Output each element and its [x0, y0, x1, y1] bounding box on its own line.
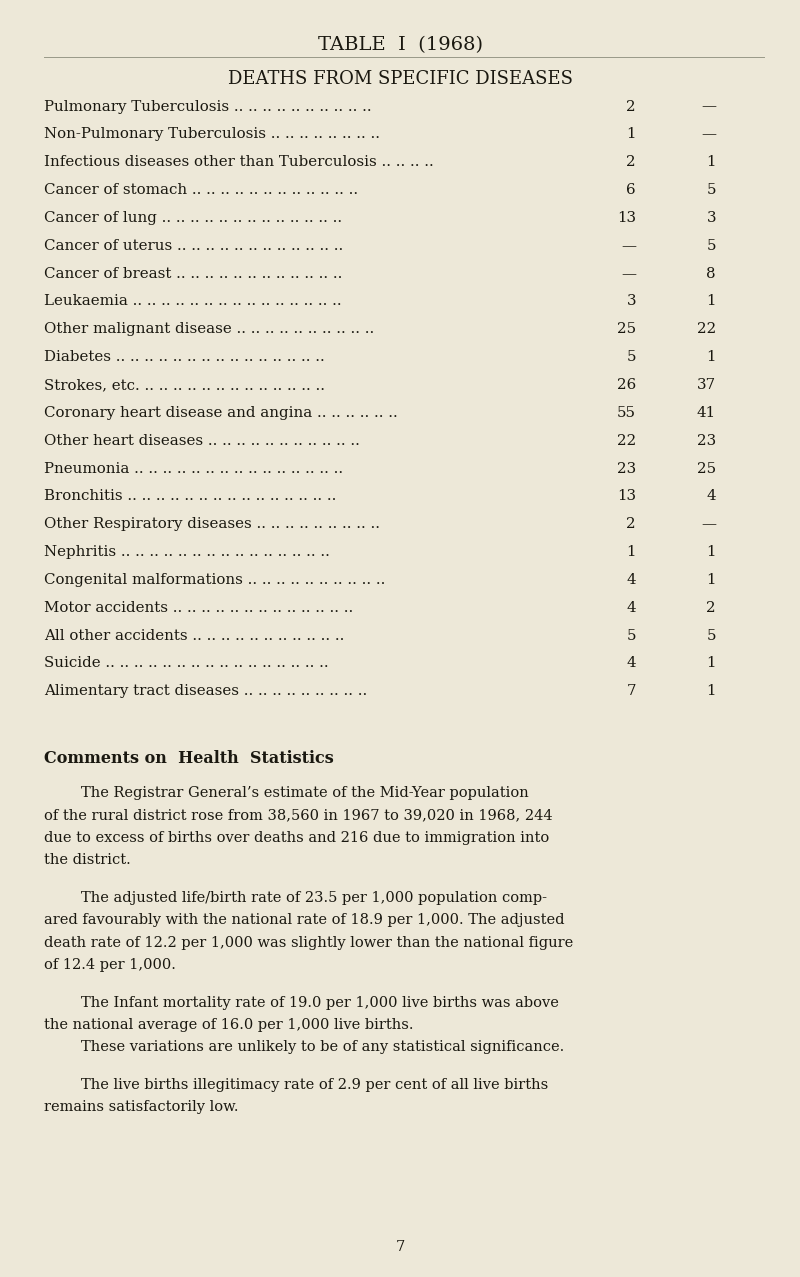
Text: 23: 23 [697, 434, 716, 448]
Text: 25: 25 [697, 461, 716, 475]
Text: Diabetes .. .. .. .. .. .. .. .. .. .. .. .. .. .. ..: Diabetes .. .. .. .. .. .. .. .. .. .. .… [44, 350, 325, 364]
Text: 22: 22 [697, 322, 716, 336]
Text: 22: 22 [617, 434, 636, 448]
Text: The Infant mortality rate of 19.0 per 1,000 live births was above: The Infant mortality rate of 19.0 per 1,… [44, 996, 559, 1010]
Text: Cancer of breast .. .. .. .. .. .. .. .. .. .. .. ..: Cancer of breast .. .. .. .. .. .. .. ..… [44, 267, 342, 281]
Text: 5: 5 [706, 183, 716, 197]
Text: 26: 26 [617, 378, 636, 392]
Text: 1: 1 [706, 656, 716, 670]
Text: DEATHS FROM SPECIFIC DISEASES: DEATHS FROM SPECIFIC DISEASES [227, 70, 573, 88]
Text: Coronary heart disease and angina .. .. .. .. .. ..: Coronary heart disease and angina .. .. … [44, 406, 398, 420]
Text: 41: 41 [697, 406, 716, 420]
Text: 6: 6 [626, 183, 636, 197]
Text: Alimentary tract diseases .. .. .. .. .. .. .. .. ..: Alimentary tract diseases .. .. .. .. ..… [44, 684, 367, 699]
Text: 1: 1 [706, 295, 716, 309]
Text: Bronchitis .. .. .. .. .. .. .. .. .. .. .. .. .. .. ..: Bronchitis .. .. .. .. .. .. .. .. .. ..… [44, 489, 336, 503]
Text: 5: 5 [706, 628, 716, 642]
Text: 7: 7 [626, 684, 636, 699]
Text: Leukaemia .. .. .. .. .. .. .. .. .. .. .. .. .. .. ..: Leukaemia .. .. .. .. .. .. .. .. .. .. … [44, 295, 342, 309]
Text: 7: 7 [395, 1240, 405, 1254]
Text: 2: 2 [626, 517, 636, 531]
Text: These variations are unlikely to be of any statistical significance.: These variations are unlikely to be of a… [44, 1041, 564, 1055]
Text: Strokes, etc. .. .. .. .. .. .. .. .. .. .. .. .. ..: Strokes, etc. .. .. .. .. .. .. .. .. ..… [44, 378, 325, 392]
Text: Suicide .. .. .. .. .. .. .. .. .. .. .. .. .. .. .. ..: Suicide .. .. .. .. .. .. .. .. .. .. ..… [44, 656, 329, 670]
Text: Congenital malformations .. .. .. .. .. .. .. .. .. ..: Congenital malformations .. .. .. .. .. … [44, 573, 386, 587]
Text: TABLE  I  (1968): TABLE I (1968) [318, 36, 482, 54]
Text: 1: 1 [706, 545, 716, 559]
Text: —: — [701, 128, 716, 142]
Text: —: — [621, 267, 636, 281]
Text: Comments on  Health  Statistics: Comments on Health Statistics [44, 751, 334, 767]
Text: due to excess of births over deaths and 216 due to immigration into: due to excess of births over deaths and … [44, 831, 550, 845]
Text: Infectious diseases other than Tuberculosis .. .. .. ..: Infectious diseases other than Tuberculo… [44, 156, 434, 170]
Text: Other Respiratory diseases .. .. .. .. .. .. .. .. ..: Other Respiratory diseases .. .. .. .. .… [44, 517, 380, 531]
Text: 1: 1 [706, 156, 716, 170]
Text: 1: 1 [706, 350, 716, 364]
Text: 4: 4 [626, 600, 636, 614]
Text: 13: 13 [617, 489, 636, 503]
Text: the national average of 16.0 per 1,000 live births.: the national average of 16.0 per 1,000 l… [44, 1018, 414, 1032]
Text: The adjusted life/birth rate of 23.5 per 1,000 population comp-: The adjusted life/birth rate of 23.5 per… [44, 891, 547, 905]
Text: —: — [621, 239, 636, 253]
Text: 25: 25 [617, 322, 636, 336]
Text: 5: 5 [626, 628, 636, 642]
Text: 13: 13 [617, 211, 636, 225]
Text: All other accidents .. .. .. .. .. .. .. .. .. .. ..: All other accidents .. .. .. .. .. .. ..… [44, 628, 344, 642]
Text: Nephritis .. .. .. .. .. .. .. .. .. .. .. .. .. .. ..: Nephritis .. .. .. .. .. .. .. .. .. .. … [44, 545, 330, 559]
Text: 2: 2 [626, 100, 636, 114]
Text: 55: 55 [617, 406, 636, 420]
Text: Cancer of stomach .. .. .. .. .. .. .. .. .. .. .. ..: Cancer of stomach .. .. .. .. .. .. .. .… [44, 183, 358, 197]
Text: 8: 8 [706, 267, 716, 281]
Text: 23: 23 [617, 461, 636, 475]
Text: Pneumonia .. .. .. .. .. .. .. .. .. .. .. .. .. .. ..: Pneumonia .. .. .. .. .. .. .. .. .. .. … [44, 461, 343, 475]
Text: Cancer of lung .. .. .. .. .. .. .. .. .. .. .. .. ..: Cancer of lung .. .. .. .. .. .. .. .. .… [44, 211, 342, 225]
Text: death rate of 12.2 per 1,000 was slightly lower than the national figure: death rate of 12.2 per 1,000 was slightl… [44, 936, 574, 950]
Text: of the rural district rose from 38,560 in 1967 to 39,020 in 1968, 244: of the rural district rose from 38,560 i… [44, 808, 553, 822]
Text: the district.: the district. [44, 853, 130, 867]
Text: Other malignant disease .. .. .. .. .. .. .. .. .. ..: Other malignant disease .. .. .. .. .. .… [44, 322, 374, 336]
Text: ared favourably with the national rate of 18.9 per 1,000. The adjusted: ared favourably with the national rate o… [44, 913, 565, 927]
Text: 1: 1 [626, 128, 636, 142]
Text: remains satisfactorily low.: remains satisfactorily low. [44, 1101, 238, 1115]
Text: 5: 5 [706, 239, 716, 253]
Text: 2: 2 [626, 156, 636, 170]
Text: 1: 1 [706, 684, 716, 699]
Text: 3: 3 [706, 211, 716, 225]
Text: of 12.4 per 1,000.: of 12.4 per 1,000. [44, 958, 176, 972]
Text: 5: 5 [626, 350, 636, 364]
Text: Cancer of uterus .. .. .. .. .. .. .. .. .. .. .. ..: Cancer of uterus .. .. .. .. .. .. .. ..… [44, 239, 343, 253]
Text: Motor accidents .. .. .. .. .. .. .. .. .. .. .. .. ..: Motor accidents .. .. .. .. .. .. .. .. … [44, 600, 354, 614]
Text: The Registrar General’s estimate of the Mid-Year population: The Registrar General’s estimate of the … [44, 787, 529, 801]
Text: 2: 2 [706, 600, 716, 614]
Text: 4: 4 [706, 489, 716, 503]
Text: Non-Pulmonary Tuberculosis .. .. .. .. .. .. .. ..: Non-Pulmonary Tuberculosis .. .. .. .. .… [44, 128, 380, 142]
Text: Other heart diseases .. .. .. .. .. .. .. .. .. .. ..: Other heart diseases .. .. .. .. .. .. .… [44, 434, 360, 448]
Text: —: — [701, 517, 716, 531]
Text: 3: 3 [626, 295, 636, 309]
Text: 4: 4 [626, 656, 636, 670]
Text: Pulmonary Tuberculosis .. .. .. .. .. .. .. .. .. ..: Pulmonary Tuberculosis .. .. .. .. .. ..… [44, 100, 372, 114]
Text: 1: 1 [626, 545, 636, 559]
Text: 1: 1 [706, 573, 716, 587]
Text: The live births illegitimacy rate of 2.9 per cent of all live births: The live births illegitimacy rate of 2.9… [44, 1078, 548, 1092]
Text: 37: 37 [697, 378, 716, 392]
Text: —: — [701, 100, 716, 114]
Text: 4: 4 [626, 573, 636, 587]
